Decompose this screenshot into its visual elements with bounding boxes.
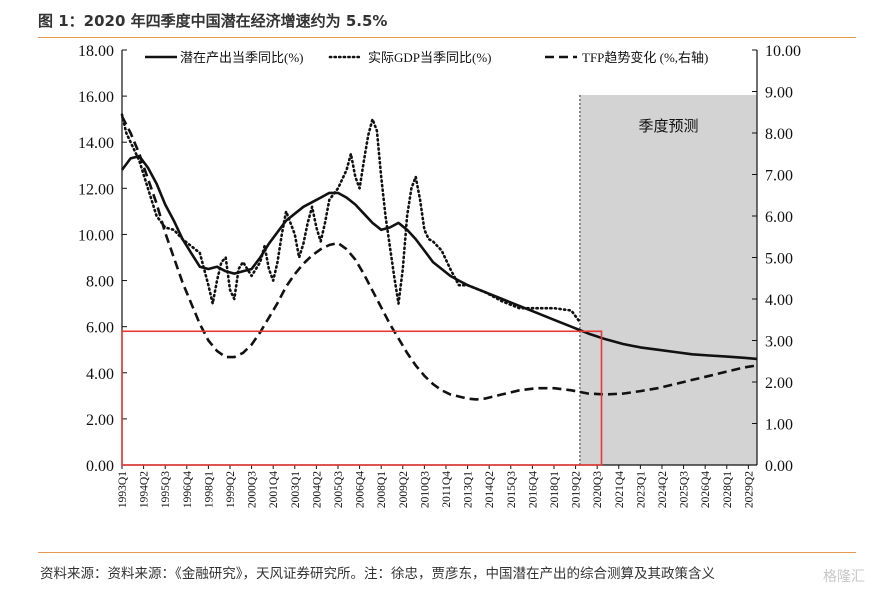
left-tick-label: 16.00 bbox=[78, 89, 114, 106]
legend: 潜在产出当季同比(%) 实际GDP当季同比(%) TFP趋势变化 (%,右轴) bbox=[145, 50, 708, 65]
left-tick-label: 18.00 bbox=[78, 43, 114, 60]
highlight-rect bbox=[121, 330, 603, 466]
x-tick-label: 2010Q3 bbox=[419, 471, 431, 508]
x-tick-label: 2009Q2 bbox=[398, 471, 410, 508]
x-tick-label: 1994Q2 bbox=[139, 471, 151, 508]
watermark: 格隆汇 bbox=[823, 569, 865, 585]
legend-label: 实际GDP当季同比(%) bbox=[368, 50, 492, 65]
series-tfp-trend bbox=[120, 115, 758, 401]
left-tick-label: 12.00 bbox=[78, 181, 114, 198]
right-tick-label: 3.00 bbox=[765, 334, 793, 351]
bottom-rule bbox=[38, 552, 856, 553]
x-tick-label: 2003Q1 bbox=[290, 471, 302, 508]
chart: 季度预测 0.00 2.00 4.00 6.00 8.00 10.00 12.00 14.00… bbox=[78, 43, 801, 508]
left-tick-label: 6.00 bbox=[86, 320, 114, 337]
x-tick-label: 1996Q4 bbox=[182, 471, 194, 508]
left-tick-label: 10.00 bbox=[78, 227, 114, 244]
x-tick-label: 2020Q3 bbox=[592, 471, 604, 508]
legend-label: 潜在产出当季同比(%) bbox=[180, 50, 304, 65]
right-tick-label: 4.00 bbox=[765, 292, 793, 309]
x-tick-label: 2004Q2 bbox=[311, 471, 323, 508]
x-tick-label: 2026Q4 bbox=[700, 471, 712, 508]
x-tick-label: 2029Q2 bbox=[743, 471, 755, 508]
x-tick-label: 2028Q1 bbox=[722, 471, 734, 508]
x-tick-label: 2011Q4 bbox=[441, 471, 453, 508]
x-tick-label: 2014Q2 bbox=[484, 471, 496, 508]
x-tick-label: 2013Q1 bbox=[463, 471, 475, 508]
x-tick-label: 1998Q1 bbox=[203, 471, 215, 508]
top-rule bbox=[38, 37, 856, 38]
left-tick-label: 0.00 bbox=[86, 458, 114, 475]
right-tick-label: 1.00 bbox=[765, 417, 793, 434]
series-lines bbox=[120, 113, 758, 401]
x-tick-label: 2016Q4 bbox=[527, 471, 539, 508]
legend-label: TFP趋势变化 (%,右轴) bbox=[582, 50, 708, 65]
page-title: 图 1：2020 年四季度中国潜在经济增速约为 5.5% bbox=[38, 12, 388, 30]
left-tick-label: 4.00 bbox=[86, 366, 114, 383]
right-tick-label: 2.00 bbox=[765, 375, 793, 392]
highlight-box bbox=[121, 330, 603, 466]
forecast-shade bbox=[579, 95, 757, 465]
x-tick-label: 2015Q3 bbox=[506, 471, 518, 508]
x-tick-label: 2006Q4 bbox=[355, 471, 367, 508]
x-axis: 1993Q1 1994Q2 1995Q3 1996Q4 1998Q1 1999Q2 2000… bbox=[117, 465, 755, 508]
x-tick-label: 1995Q3 bbox=[160, 471, 172, 508]
right-tick-label: 8.00 bbox=[765, 126, 793, 143]
x-tick-label: 2021Q4 bbox=[614, 471, 626, 508]
right-tick-label: 7.00 bbox=[765, 168, 793, 185]
right-tick-label: 6.00 bbox=[765, 209, 793, 226]
x-tick-label: 2001Q4 bbox=[268, 471, 280, 508]
x-tick-label: 2008Q1 bbox=[376, 471, 388, 508]
x-tick-label: 2019Q2 bbox=[571, 471, 583, 508]
left-axis: 0.00 2.00 4.00 6.00 8.00 10.00 12.00 14.00 16.00… bbox=[78, 43, 127, 475]
forecast-region: 季度预测 bbox=[579, 95, 757, 465]
x-tick-label: 2023Q1 bbox=[635, 471, 647, 508]
right-tick-label: 10.00 bbox=[765, 43, 801, 60]
source-note: 资料来源：资料来源：《金融研究》，天风证券研究所。注：徐忠，贾彦东，中国潜在产出… bbox=[40, 566, 715, 582]
left-tick-label: 14.00 bbox=[78, 135, 114, 152]
forecast-label: 季度预测 bbox=[638, 117, 698, 135]
series-actual-gdp bbox=[120, 113, 582, 324]
x-tick-label: 1993Q1 bbox=[117, 471, 129, 508]
right-axis: 0.00 1.00 2.00 3.00 4.00 5.00 6.00 7.00 8.00 9.00… bbox=[752, 43, 801, 475]
left-tick-label: 8.00 bbox=[86, 274, 114, 291]
x-tick-label: 2025Q3 bbox=[679, 471, 691, 508]
x-tick-label: 2000Q3 bbox=[247, 471, 259, 508]
right-tick-label: 5.00 bbox=[765, 251, 793, 268]
x-tick-label: 2005Q3 bbox=[333, 471, 345, 508]
right-tick-label: 0.00 bbox=[765, 458, 793, 475]
x-tick-label: 2024Q2 bbox=[657, 471, 669, 508]
x-tick-label: 1999Q2 bbox=[225, 471, 237, 508]
right-tick-label: 9.00 bbox=[765, 85, 793, 102]
x-tick-label: 2018Q1 bbox=[549, 471, 561, 508]
left-tick-label: 2.00 bbox=[86, 412, 114, 429]
